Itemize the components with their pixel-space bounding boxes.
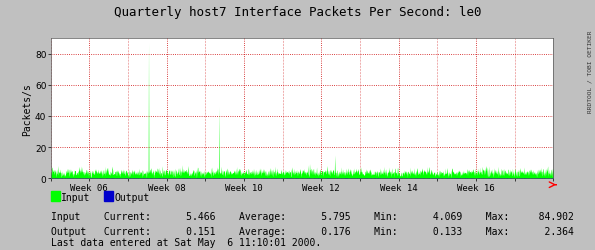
Y-axis label: Packets/s: Packets/s <box>22 82 32 135</box>
Text: Output   Current:      0.151    Average:      0.176    Min:      0.133    Max:  : Output Current: 0.151 Average: 0.176 Min… <box>51 226 574 236</box>
Text: Input    Current:      5.466    Average:      5.795    Min:      4.069    Max:  : Input Current: 5.466 Average: 5.795 Min:… <box>51 211 574 221</box>
Text: Output: Output <box>115 192 150 202</box>
Text: Quarterly host7 Interface Packets Per Second: le0: Quarterly host7 Interface Packets Per Se… <box>114 6 481 19</box>
Text: RRDTOOL / TOBI OETIKER: RRDTOOL / TOBI OETIKER <box>587 30 592 112</box>
Text: Last data entered at Sat May  6 11:10:01 2000.: Last data entered at Sat May 6 11:10:01 … <box>51 238 321 248</box>
Text: Input: Input <box>61 192 90 202</box>
